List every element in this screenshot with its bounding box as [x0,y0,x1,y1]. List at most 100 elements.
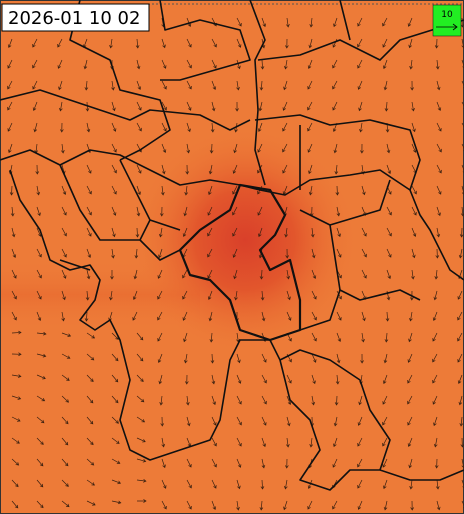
wind-arrow [236,479,241,490]
wind-arrow [210,122,215,133]
wind-arrow [311,353,317,363]
wind-arrow [86,353,95,361]
wind-arrow [136,353,144,362]
wind-arrow [357,80,363,90]
wind-arrow [157,290,163,300]
wind-arrow [411,227,417,237]
wind-arrow [36,331,47,336]
wind-arrow [11,374,22,378]
wind-arrow [457,311,463,321]
wind-arrow [209,332,214,343]
wind-arrow [36,185,41,196]
wind-arrow [311,374,316,385]
wind-arrow [207,206,213,216]
wind-arrow [236,59,241,70]
wind-arrow [157,311,163,321]
wind-arrow [61,290,66,301]
wind-arrow [136,164,142,174]
wind-arrow [257,143,263,153]
wind-arrow [261,458,266,469]
wind-arrow [232,227,238,237]
wind-arrow [383,80,388,91]
wind-arrow [111,227,116,238]
wind-arrow [282,143,288,153]
wind-arrow [260,59,265,70]
wind-arrow [457,332,463,342]
wind-arrow [36,248,42,258]
wind-arrow [383,479,388,490]
wind-arrow [57,59,63,69]
wind-arrow [357,458,363,468]
wind-arrow [158,374,163,385]
wind-arrow [411,185,417,195]
wind-arrow [9,185,14,196]
wind-arrow [408,458,413,469]
wind-arrow [307,101,313,111]
wind-arrow [158,227,163,238]
wind-arrow [186,458,192,468]
wind-arrow [286,17,290,28]
wind-arrow [111,122,117,132]
wind-arrow [233,269,238,280]
wind-arrow [207,248,213,258]
wind-arrow [286,290,291,301]
wind-arrow [435,479,440,490]
wind-arrow [111,101,116,112]
wind-arrow [436,185,442,195]
wind-arrow [136,499,147,503]
wind-arrow [157,332,163,342]
wind-arrow [382,374,388,385]
wind-arrow [36,206,41,217]
wind-arrow [360,143,364,154]
wind-arrow [332,80,338,90]
wind-arrow [333,143,338,154]
wind-arrow [284,458,289,469]
wind-arrow [236,17,242,27]
wind-arrow [136,101,142,111]
wind-arrow [284,59,288,70]
wind-arrow [436,143,442,153]
wind-arrow [458,248,463,259]
wind-arrow [61,395,70,403]
wind-arrow [111,500,122,505]
wind-arrow [136,416,146,423]
wind-arrow [136,332,144,341]
wind-arrow [282,122,288,132]
wind-arrow [283,500,288,511]
wind-arrow [433,416,438,427]
wind-arrow [407,374,413,384]
wind-arrow [432,311,438,321]
wind-arrow [459,416,464,427]
wind-arrow [36,416,45,424]
wind-arrow [311,248,316,259]
wind-arrow [86,248,92,259]
wind-arrow [86,269,91,280]
wind-arrow [182,269,188,279]
wind-arrow [434,38,439,49]
wind-arrow [457,374,463,385]
wind-arrow [11,500,19,509]
wind-arrow [386,227,392,237]
wind-arrow [236,500,240,511]
wind-arrow [161,59,167,69]
wind-arrow [386,206,392,216]
wind-arrow [109,290,113,301]
wind-arrow [284,227,288,238]
wind-arrow [236,353,241,364]
wind-arrow [61,500,70,508]
wind-arrow [86,206,92,216]
wind-arrow [211,59,217,69]
wind-arrow [32,80,38,90]
wind-arrow [61,227,67,237]
wind-arrow [384,101,389,112]
wind-arrow [134,248,139,259]
legend-label: 10 [441,10,453,20]
wind-arrow [7,80,13,90]
wind-arrow [158,248,163,259]
wind-arrow [11,290,17,300]
wind-arrow [311,311,317,321]
wind-arrow [61,206,67,216]
wind-arrow [111,185,117,195]
wind-arrow [136,374,144,382]
wind-arrow [182,227,188,237]
